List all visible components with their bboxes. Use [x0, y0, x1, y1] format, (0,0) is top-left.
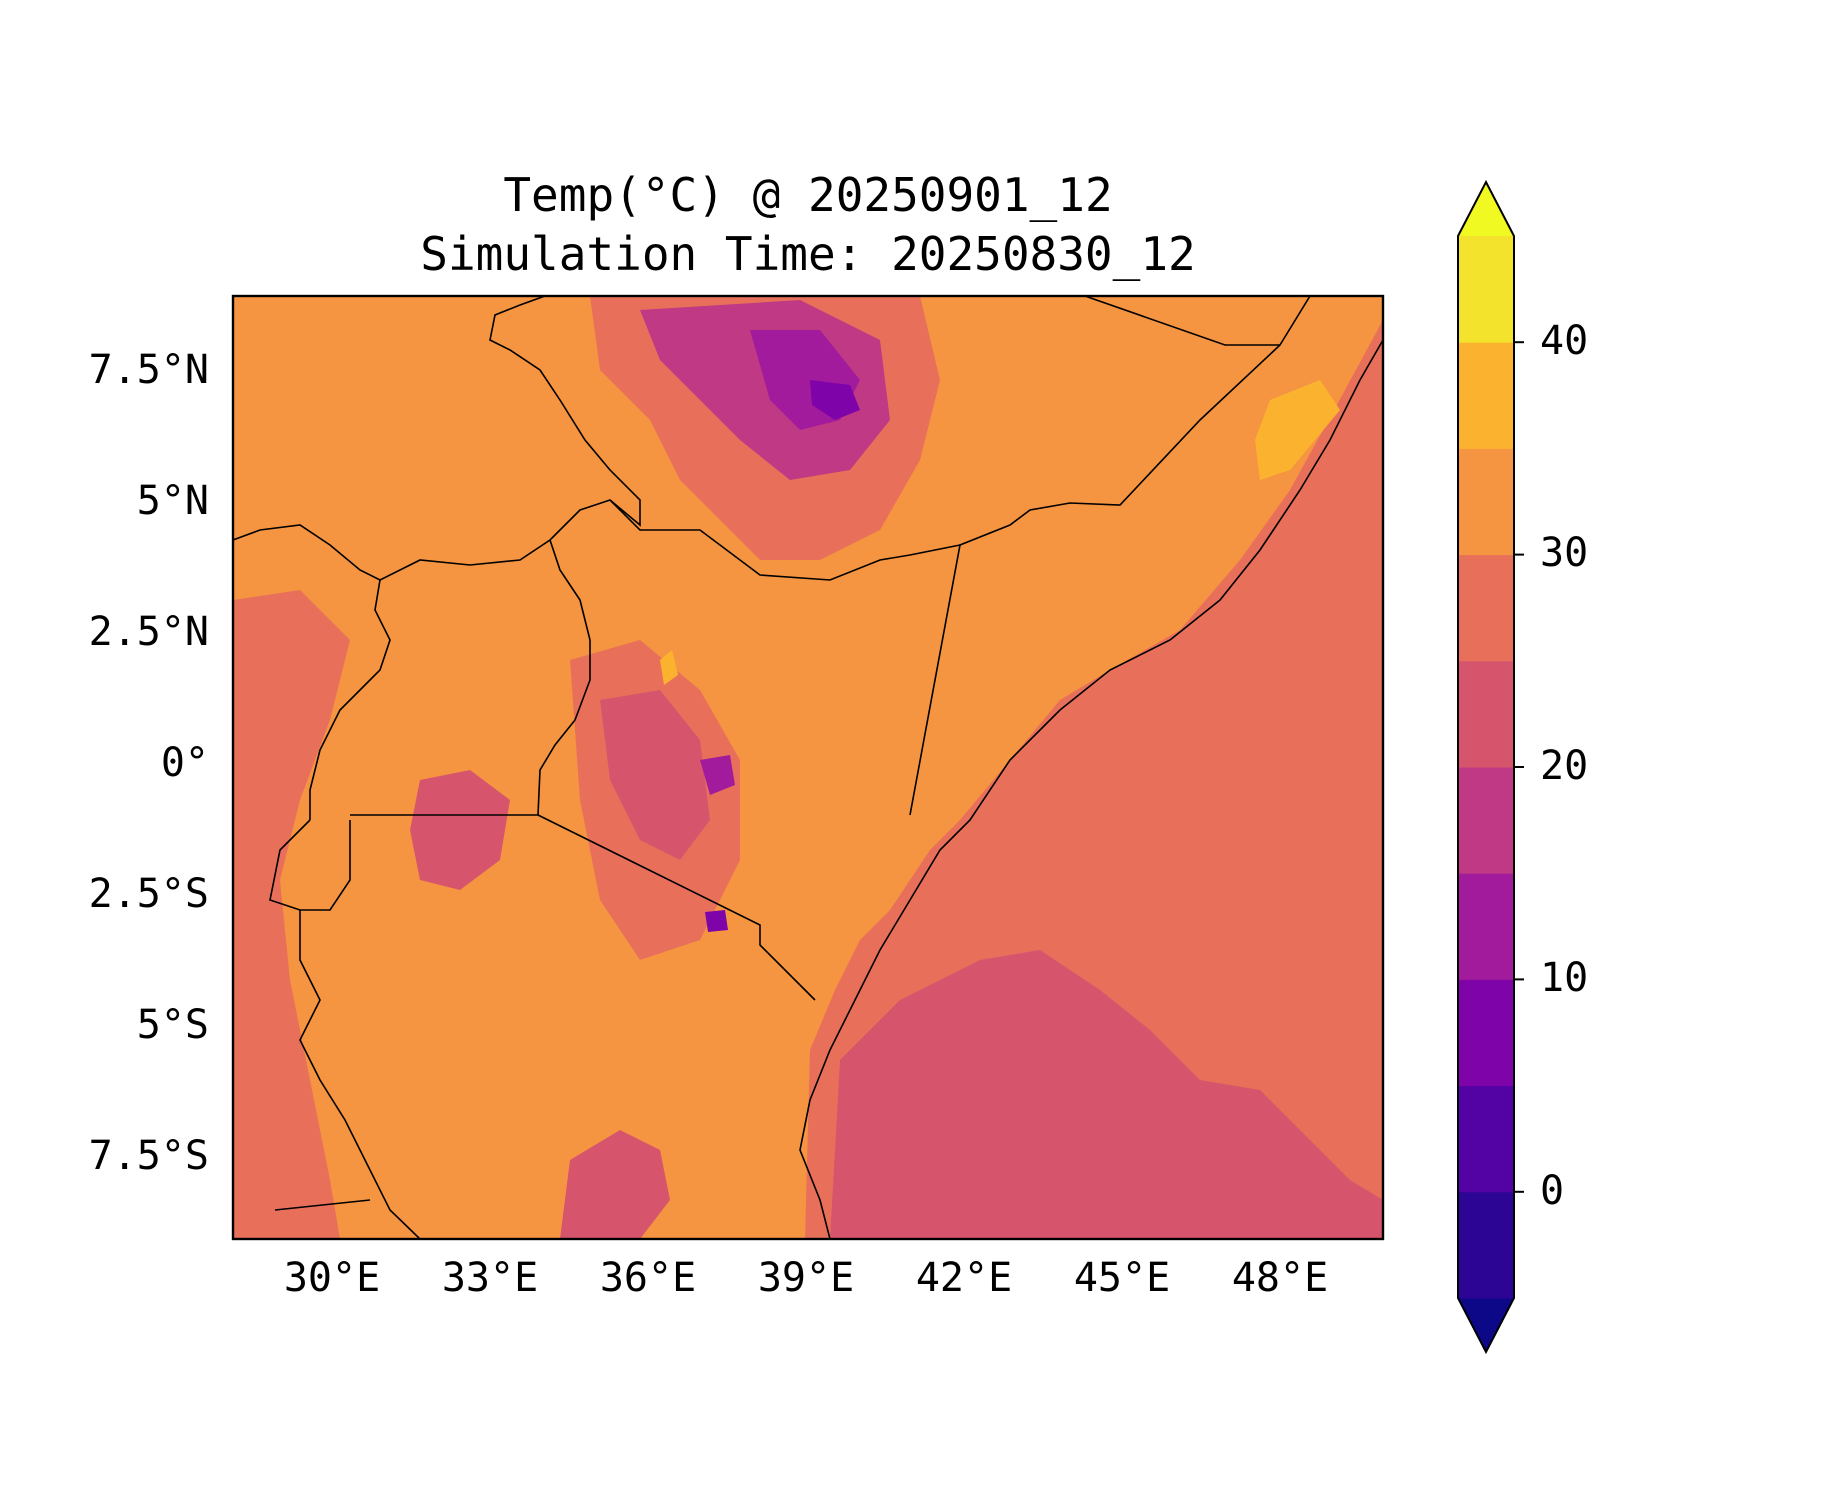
somalia-ethiopia-border-2 [909, 344, 1281, 816]
ethiopian-peak [810, 380, 860, 420]
colorbar-tick-label: 0 [1540, 1168, 1565, 1214]
x-tick-label: 42°E [915, 1255, 1013, 1301]
red-sea-coast-hot [1255, 380, 1340, 480]
colorbar [1457, 179, 1524, 1355]
map-title-line2: Simulation Time: 20250830_12 [420, 227, 1196, 281]
mt-kenya [700, 755, 735, 795]
kenyan-highlands-cool [600, 690, 710, 860]
colorbar-outline [1457, 179, 1515, 1355]
colorbar-tick-label: 30 [1540, 530, 1589, 576]
kenya-ethiopia-border [609, 499, 961, 581]
colorbar-segment [1458, 1085, 1514, 1193]
map-frame [231, 294, 1385, 1241]
uganda-kenya-border [537, 539, 591, 816]
colorbar-segment [1458, 1191, 1514, 1299]
x-tick-label: 48°E [1231, 1255, 1329, 1301]
x-tick-label: 30°E [283, 1255, 381, 1301]
colorbar-segment [1458, 448, 1514, 556]
south-sudan-border [233, 296, 641, 581]
coastline [799, 339, 1383, 1239]
tanzania-west-border [299, 910, 421, 1239]
x-tick-label: 39°E [757, 1255, 855, 1301]
somalia-ethiopia-border [1084, 296, 1311, 346]
kenya-tanzania-border [537, 814, 816, 1001]
colorbar-segment [1458, 767, 1514, 874]
colorbar-segment [1458, 236, 1514, 343]
y-tick-label: 2.5°N [88, 609, 209, 655]
western-highlands [233, 590, 350, 1239]
colorbar-segment [1458, 660, 1514, 768]
boundaries [233, 296, 1383, 1239]
map-title-line1: Temp(°C) @ 20250901_12 [503, 168, 1113, 222]
x-tick-label: 33°E [441, 1255, 539, 1301]
uganda-west-border [309, 579, 391, 820]
colorbar-tick-label: 10 [1540, 955, 1589, 1001]
colorbar-segment [1458, 342, 1514, 449]
x-tick-label: 36°E [599, 1255, 697, 1301]
colorbar-tick-label: 20 [1540, 743, 1589, 789]
lake-victoria-region [410, 770, 510, 890]
colorbar-segment [1458, 873, 1514, 980]
y-tick-label: 5°N [136, 478, 209, 524]
y-tick-label: 7.5°S [88, 1133, 209, 1179]
colorbar-segment [1458, 979, 1514, 1087]
lake-turkana-hot [660, 650, 678, 685]
colorbar-extend-min [1458, 1298, 1514, 1352]
tanzania-south-border [274, 1199, 371, 1211]
cool-ocean-region [830, 950, 1383, 1239]
x-tick-label: 45°E [1073, 1255, 1171, 1301]
y-tick-label: 5°S [136, 1002, 209, 1048]
y-tick-label: 7.5°N [88, 347, 209, 393]
colorbar-extend-max [1458, 182, 1514, 236]
temperature-field [233, 296, 1383, 1239]
colorbar-segment [1458, 554, 1514, 662]
y-tick-label: 2.5°S [88, 871, 209, 917]
colorbar-tick-label: 40 [1540, 318, 1589, 364]
y-tick-label: 0° [160, 740, 209, 786]
mt-kilimanjaro [705, 910, 728, 932]
southern-highlands [560, 1130, 670, 1239]
